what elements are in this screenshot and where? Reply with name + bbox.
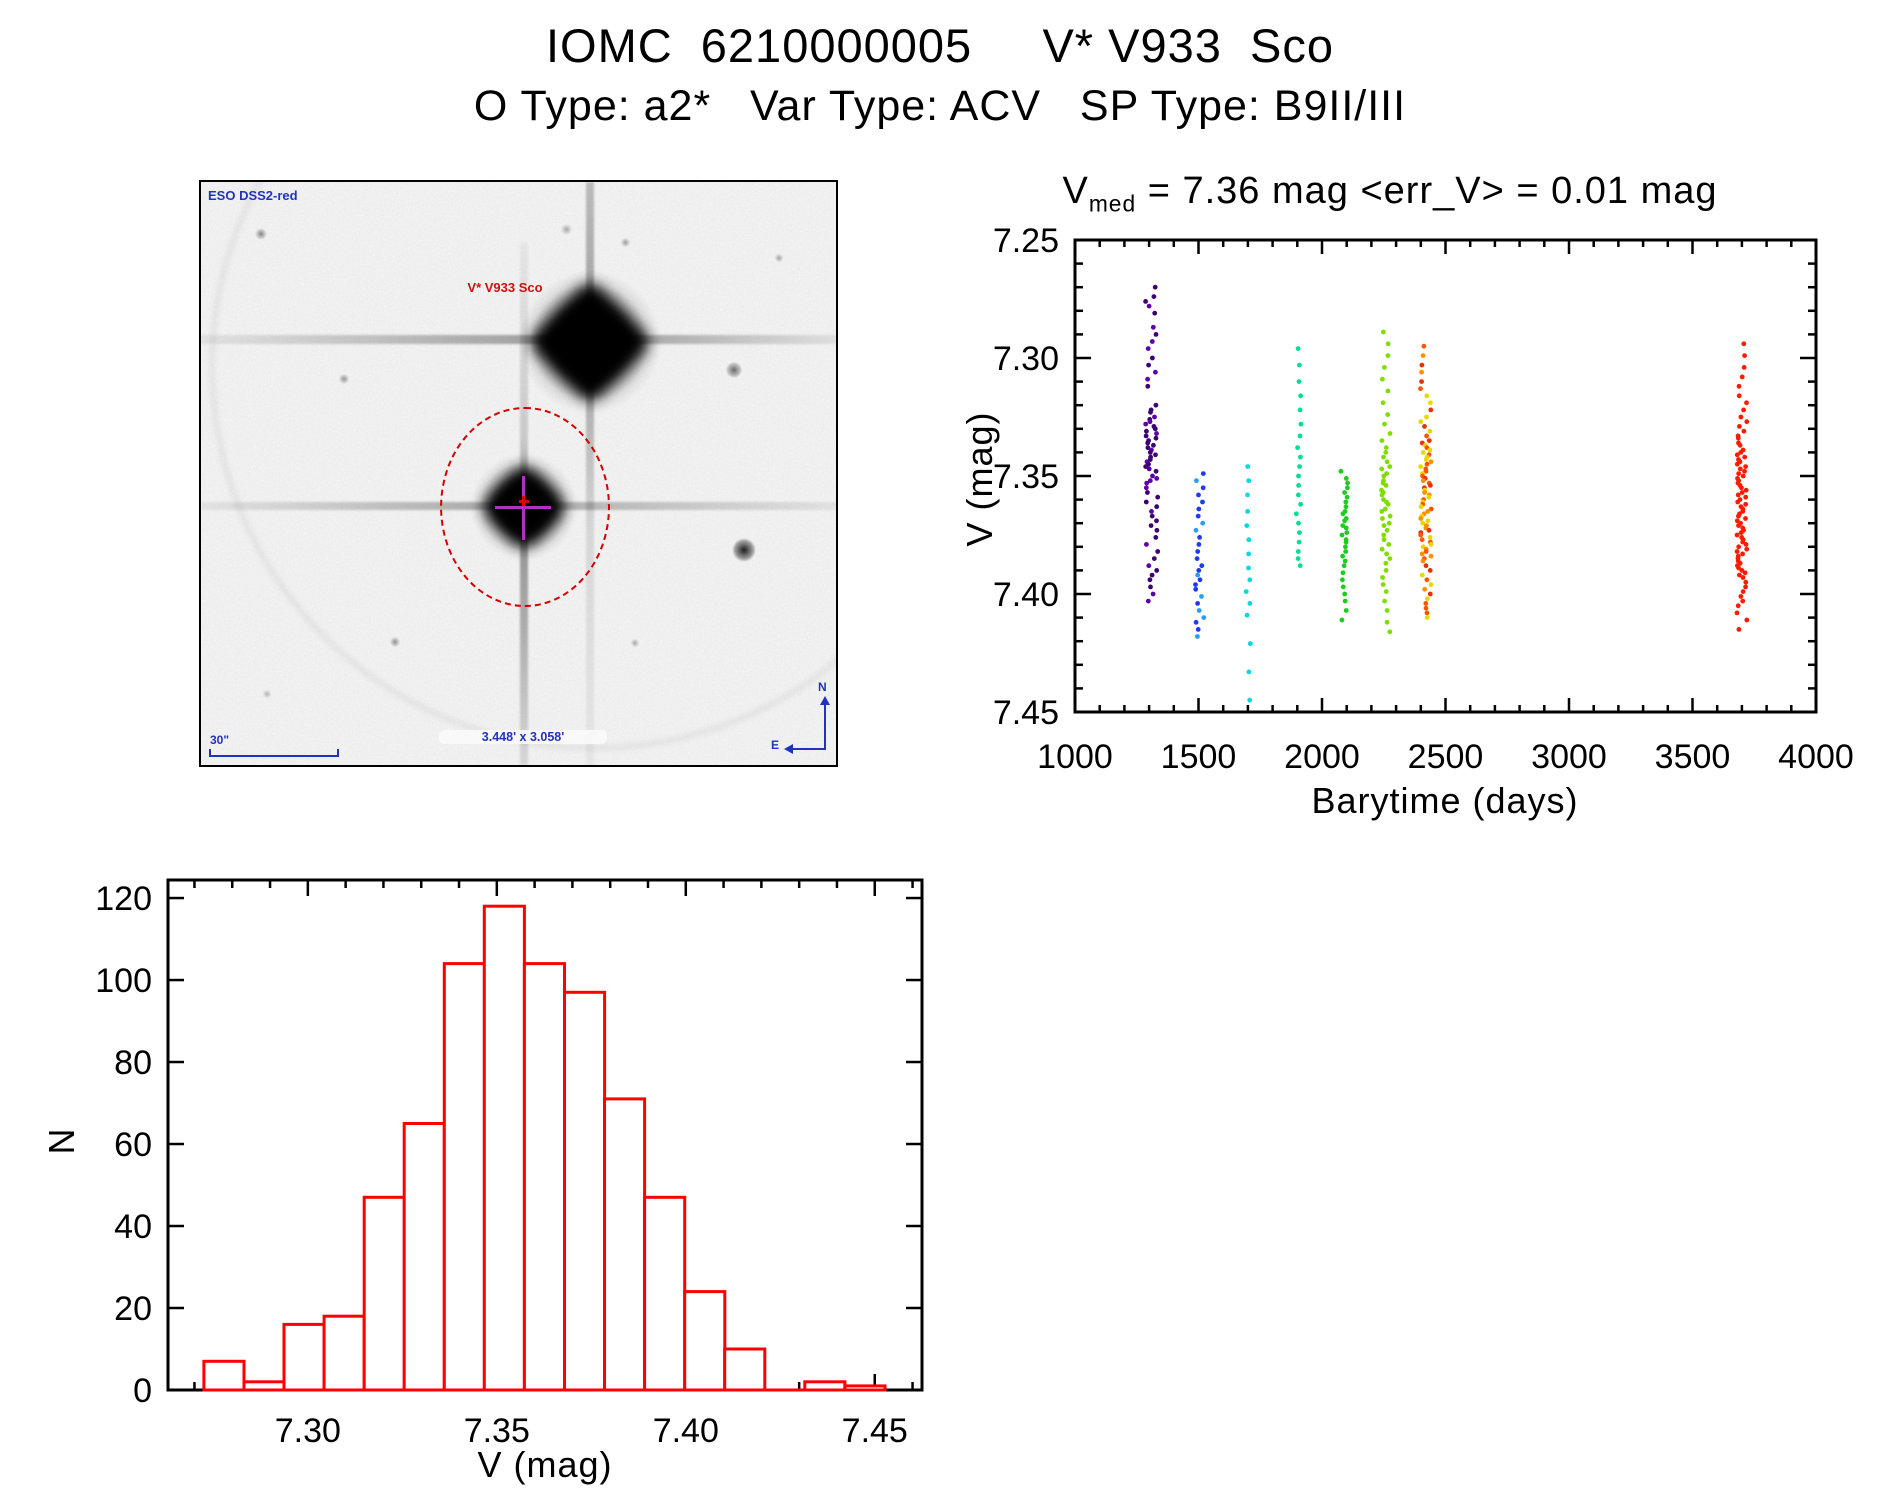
field-star	[337, 372, 351, 386]
histogram-xlabel: V (mag)	[477, 1444, 613, 1485]
compass-north-label: N	[818, 680, 827, 694]
svg-text:7.30: 7.30	[993, 340, 1059, 378]
scale-bar-tick	[337, 749, 339, 757]
scale-bar-tick	[209, 749, 211, 757]
svg-text:120: 120	[95, 880, 152, 918]
lightcurve-xlabel: Barytime (days)	[1311, 780, 1579, 821]
svg-text:3000: 3000	[1531, 738, 1607, 776]
fov-label: 3.448' x 3.058'	[439, 730, 607, 744]
svg-text:0: 0	[133, 1372, 152, 1410]
lightcurve-title-subscript: med	[1088, 190, 1137, 217]
lightcurve-plot: 1000 1500 2000 2500 3000 3500 4000 7.25 7.30 7.35…	[993, 222, 1854, 776]
svg-text:7.40: 7.40	[653, 1412, 719, 1450]
scale-bar-label: 30"	[210, 733, 230, 747]
lightcurve-title-prefix: V	[1062, 170, 1089, 212]
svg-text:100: 100	[95, 962, 152, 1000]
lightcurve-title: Vmed = 7.36 mag <err_V> = 0.01 mag	[880, 170, 1889, 218]
target-crosshair-vertical	[522, 476, 525, 540]
field-star	[559, 222, 574, 237]
svg-text:7.30: 7.30	[275, 1412, 341, 1450]
target-mark	[522, 496, 525, 506]
svg-text:2500: 2500	[1408, 738, 1484, 776]
svg-text:7.40: 7.40	[993, 576, 1059, 614]
target-circle	[440, 407, 610, 607]
histogram-ylabel: N	[41, 1127, 82, 1155]
svg-text:40: 40	[114, 1208, 152, 1246]
page-subtitle: O Type: a2* Var Type: ACV SP Type: B9II/…	[473, 82, 1407, 130]
compass-north-arrowhead	[820, 696, 830, 705]
svg-text:7.25: 7.25	[993, 222, 1059, 260]
svg-text:1500: 1500	[1161, 738, 1237, 776]
compass-axis-horizontal	[793, 748, 826, 750]
svg-text:3500: 3500	[1655, 738, 1731, 776]
svg-text:80: 80	[114, 1044, 152, 1082]
compass-axis-vertical	[824, 704, 826, 750]
compass-east-arrowhead	[784, 744, 793, 754]
svg-text:1000: 1000	[1037, 738, 1113, 776]
svg-text:60: 60	[114, 1126, 152, 1164]
svg-text:2000: 2000	[1284, 738, 1360, 776]
field-star	[629, 637, 641, 649]
compass-east-label: E	[771, 738, 780, 752]
svg-text:20: 20	[114, 1290, 152, 1328]
field-star	[261, 688, 273, 700]
scale-bar	[209, 755, 339, 757]
field-star	[728, 534, 760, 566]
svg-text:4000: 4000	[1778, 738, 1854, 776]
svg-text:7.35: 7.35	[993, 458, 1059, 496]
target-label: V* V933 Sco	[467, 280, 543, 295]
field-star	[619, 236, 632, 249]
lightcurve-title-suffix: = 7.36 mag <err_V> = 0.01 mag	[1136, 170, 1718, 212]
histogram-plot: 0 20 40 60 80 100 120 7.30 7.35 7.40 7.45	[95, 878, 924, 1450]
field-star	[723, 359, 745, 381]
page-title: IOMC 6210000005 V* V933 Sco	[545, 19, 1335, 72]
lightcurve-ylabel: V (mag)	[959, 411, 1000, 547]
finder-chart-panel: ESO DSS2-red V* V933 Sco 30" 3.448' x 3.…	[199, 180, 838, 767]
svg-text:7.35: 7.35	[464, 1412, 530, 1450]
field-star	[388, 635, 402, 649]
svg-text:7.45: 7.45	[842, 1412, 908, 1450]
field-star	[253, 226, 269, 242]
field-star	[773, 252, 785, 264]
svg-text:7.45: 7.45	[993, 694, 1059, 732]
survey-label: ESO DSS2-red	[208, 188, 298, 203]
